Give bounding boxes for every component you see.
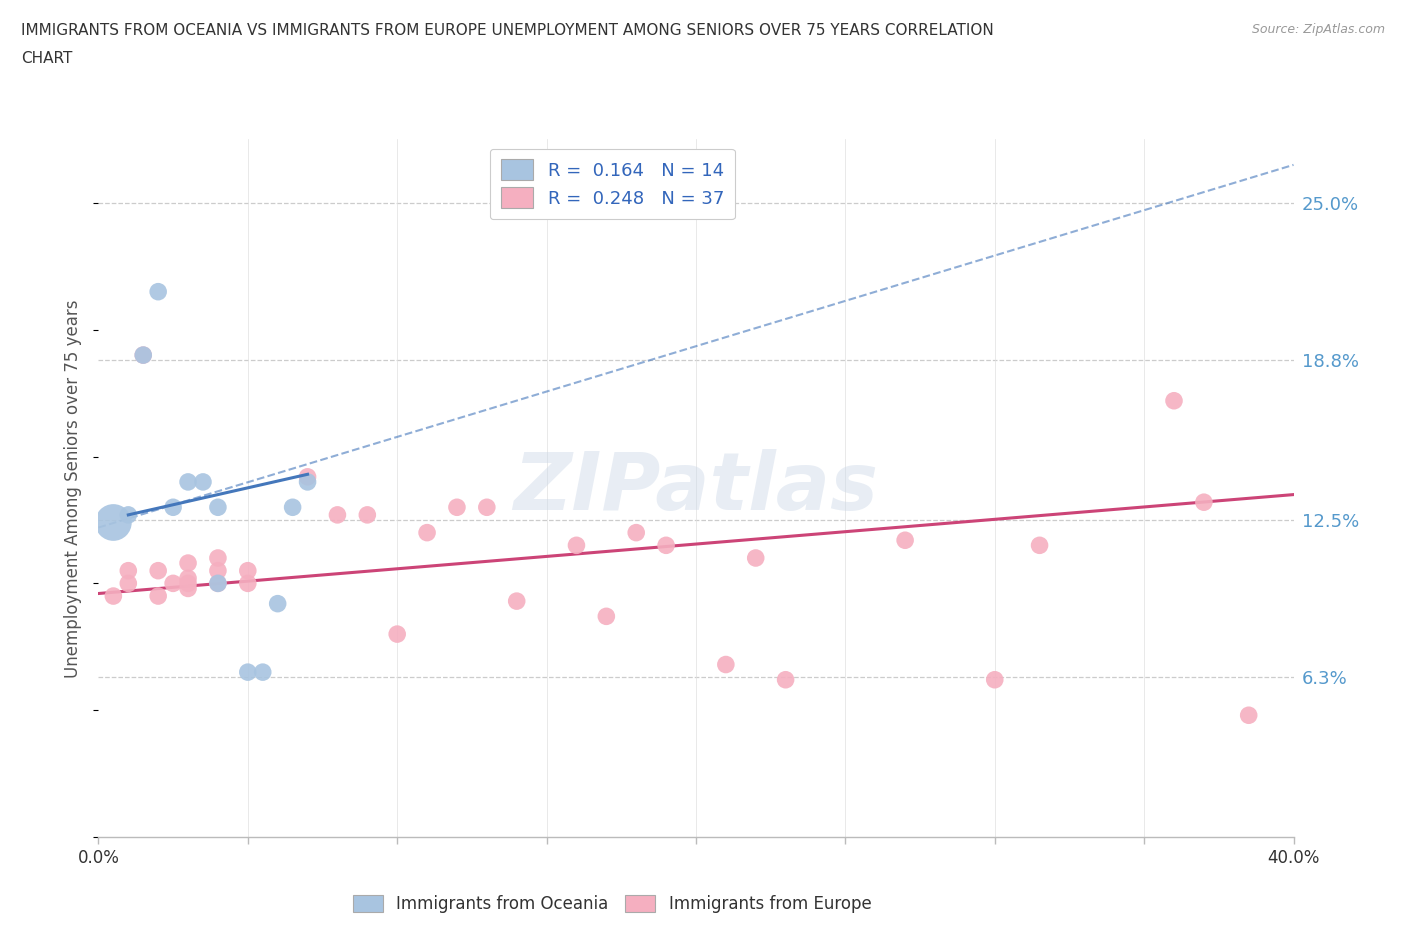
Point <box>117 564 139 578</box>
Point <box>117 508 139 523</box>
Point <box>103 589 125 604</box>
Point <box>297 470 319 485</box>
Point <box>162 576 184 591</box>
Point <box>894 533 917 548</box>
Text: ZIPatlas: ZIPatlas <box>513 449 879 527</box>
Point <box>177 474 200 489</box>
Point <box>446 499 468 514</box>
Point <box>177 576 200 591</box>
Point <box>132 348 155 363</box>
Point <box>595 609 617 624</box>
Point <box>148 285 170 299</box>
Point <box>1028 538 1050 552</box>
Point <box>117 576 139 591</box>
Text: CHART: CHART <box>21 51 73 66</box>
Point <box>1237 708 1260 723</box>
Point <box>191 474 214 489</box>
Point <box>207 576 229 591</box>
Point <box>565 538 588 552</box>
Point <box>148 589 170 604</box>
Point <box>626 525 648 540</box>
Point <box>356 508 378 523</box>
Point <box>506 593 529 608</box>
Point <box>207 564 229 578</box>
Point <box>162 499 184 514</box>
Legend: Immigrants from Oceania, Immigrants from Europe: Immigrants from Oceania, Immigrants from… <box>346 888 879 920</box>
Point <box>655 538 678 552</box>
Point <box>984 672 1007 687</box>
Point <box>775 672 797 687</box>
Point <box>281 499 304 514</box>
Point <box>132 348 155 363</box>
Point <box>416 525 439 540</box>
Point <box>148 564 170 578</box>
Point <box>1192 495 1215 510</box>
Point <box>177 581 200 596</box>
Point <box>236 665 259 680</box>
Point <box>385 627 409 642</box>
Point <box>1163 393 1185 408</box>
Point <box>177 555 200 570</box>
Point <box>267 596 290 611</box>
Y-axis label: Unemployment Among Seniors over 75 years: Unemployment Among Seniors over 75 years <box>65 299 83 677</box>
Point <box>475 499 498 514</box>
Point <box>714 658 737 672</box>
Point <box>207 551 229 565</box>
Point <box>745 551 768 565</box>
Point <box>326 508 349 523</box>
Point <box>207 576 229 591</box>
Point <box>252 665 274 680</box>
Text: Source: ZipAtlas.com: Source: ZipAtlas.com <box>1251 23 1385 36</box>
Point <box>207 499 229 514</box>
Point <box>297 474 319 489</box>
Point <box>177 571 200 586</box>
Point <box>236 564 259 578</box>
Point <box>103 515 125 530</box>
Text: IMMIGRANTS FROM OCEANIA VS IMMIGRANTS FROM EUROPE UNEMPLOYMENT AMONG SENIORS OVE: IMMIGRANTS FROM OCEANIA VS IMMIGRANTS FR… <box>21 23 994 38</box>
Point <box>236 576 259 591</box>
